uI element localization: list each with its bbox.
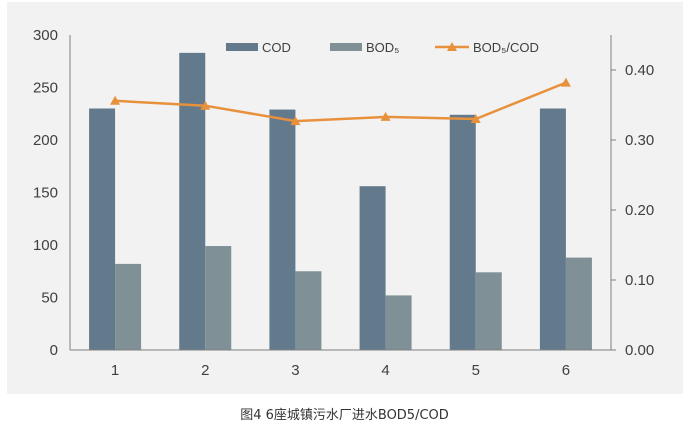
bar-bod5-5 <box>475 272 502 350</box>
x-tick-label: 2 <box>201 362 209 379</box>
bar-cod-4 <box>359 186 386 350</box>
bar-cod-2 <box>179 52 206 350</box>
y2-tick-label: 0.10 <box>625 272 654 289</box>
ratio-marker-3 <box>290 116 301 126</box>
bar-cod-5 <box>449 114 476 350</box>
y2-tick-label: 0.40 <box>625 62 654 79</box>
bar-bod5-1 <box>115 263 142 350</box>
legend-cod-swatch <box>226 43 258 51</box>
ratio-marker-6 <box>560 77 571 87</box>
bar-cod-6 <box>539 108 566 350</box>
ratio-marker-1 <box>110 95 121 105</box>
figure-caption: 图4 6座城镇污水厂进水BOD5/COD <box>240 408 449 423</box>
x-tick-label: 4 <box>381 362 389 379</box>
bar-bod5-6 <box>565 257 592 350</box>
bod5-cod-ratio-line <box>115 81 567 123</box>
combo-chart: 0 50 100 150 200 250 300 0.00 0.10 0.20 0.30 0.40 1 2… <box>33 27 654 379</box>
x-tick-label: 6 <box>562 362 570 379</box>
ratio-marker-5 <box>470 114 481 123</box>
ratio-marker-4 <box>380 111 391 121</box>
y2-tick-label: 0.00 <box>625 342 654 359</box>
x-tick-label: 3 <box>291 362 299 379</box>
y2-tick-label: 0.20 <box>625 202 654 219</box>
y-tick-label: 250 <box>33 80 58 97</box>
legend-ratio-marker <box>447 42 457 51</box>
bar-bod5-2 <box>205 246 232 350</box>
bar-bod5-4 <box>385 295 412 350</box>
y2-tick-label: 0.30 <box>625 132 654 149</box>
ratio-marker-2 <box>200 100 211 110</box>
bar-cod-1 <box>89 108 116 350</box>
x-tick-label: 1 <box>111 362 119 379</box>
x-tick-label: 5 <box>472 362 480 379</box>
legend-cod-label: COD <box>262 40 291 55</box>
legend-bod5-swatch <box>330 43 362 51</box>
y-tick-label: 0 <box>50 342 58 359</box>
legend-ratio-label: BOD₅/COD <box>473 40 539 55</box>
y-tick-label: 150 <box>33 185 58 202</box>
bar-bod5-3 <box>295 271 322 350</box>
bar-cod-3 <box>269 109 296 350</box>
y-tick-label: 300 <box>33 27 58 44</box>
legend-bod5-label: BOD₅ <box>366 40 399 55</box>
y-tick-label: 50 <box>41 290 58 307</box>
y-tick-label: 100 <box>33 237 58 254</box>
y-tick-label: 200 <box>33 132 58 149</box>
